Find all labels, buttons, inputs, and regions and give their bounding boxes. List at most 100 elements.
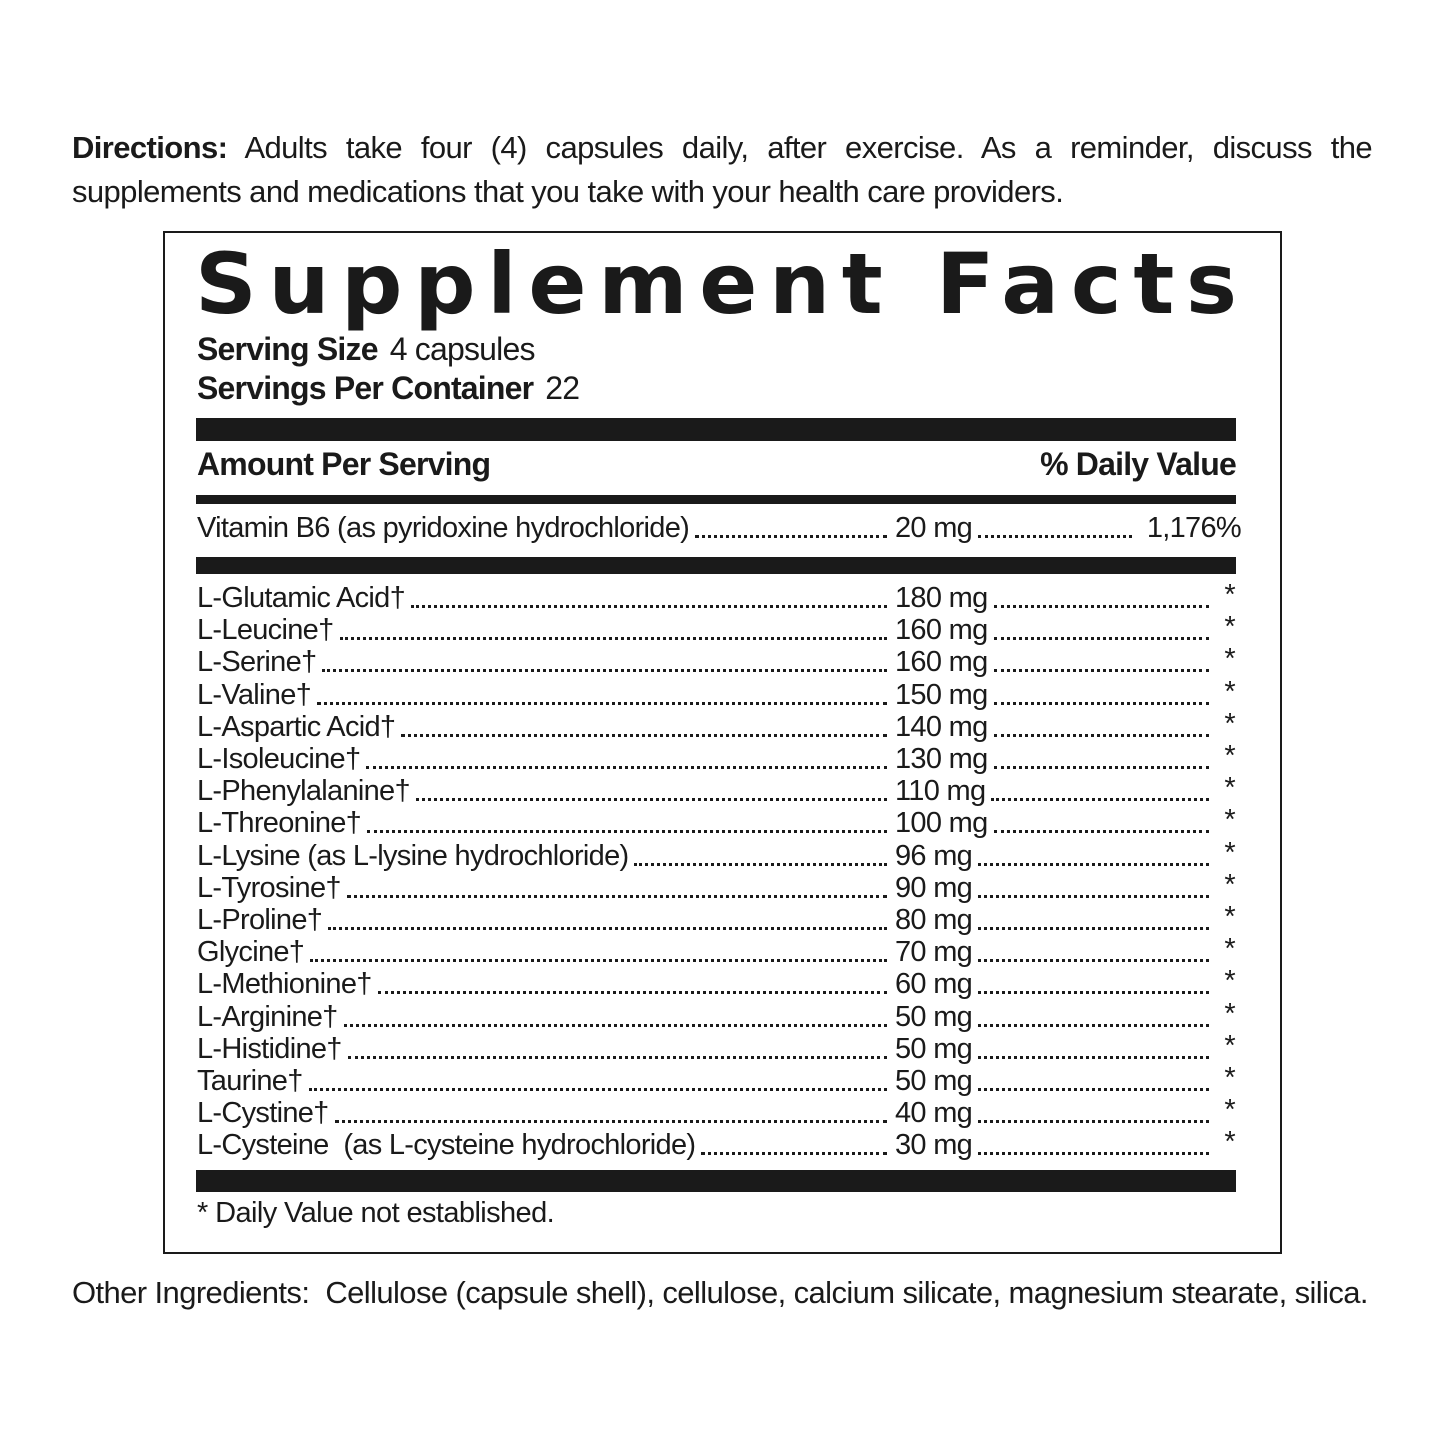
servings-per-container: Servings Per Container 22 [197, 370, 580, 407]
ingredient-row: L-Tyrosine† 90 mg * [197, 868, 1241, 904]
ingredient-name: L-Tyrosine† [197, 871, 342, 904]
ingredient-name: L-Leucine† [197, 614, 334, 647]
ingredient-amount: 96 mg [895, 839, 973, 872]
ingredient-dv: * [1224, 772, 1235, 805]
dot-leader [367, 830, 887, 834]
ingredient-name: L-Proline† [197, 904, 323, 936]
ingredient-name: L-Serine† [197, 646, 317, 679]
dot-leader [993, 701, 1209, 705]
ingredient-name: L-Valine† [197, 678, 312, 711]
supplement-facts-panel [163, 231, 1282, 1254]
dot-leader [401, 733, 887, 737]
ingredient-row: Glycine† 70 mg * [197, 935, 1241, 969]
ingredient-row: Taurine† 50 mg * [197, 1062, 1241, 1098]
serving-size-value: 4 capsules [389, 331, 536, 367]
panel-title: Supplement Facts [195, 235, 1249, 333]
dot-leader [978, 1088, 1209, 1091]
ingredient-amount: 50 mg [895, 1032, 973, 1065]
dot-leader [993, 830, 1209, 834]
ingredient-amount: 150 mg [895, 678, 988, 711]
ingredient-name: L-Cystine† [197, 1097, 329, 1130]
ingredient-dv: * [1224, 868, 1235, 901]
amount-header: Amount Per Serving [197, 446, 491, 482]
ingredient-dv: * [1224, 1094, 1235, 1127]
ingredient-row: L-Cystine† 40 mg * [197, 1094, 1241, 1130]
ingredient-row: L-Proline† 80 mg * [197, 901, 1241, 937]
dot-leader [991, 798, 1209, 802]
ingredient-dv: * [1224, 1062, 1235, 1094]
dot-leader [978, 991, 1209, 995]
ingredient-dv: * [1224, 804, 1235, 837]
vitamin-amount: 20 mg [895, 512, 973, 544]
ingredient-dv: * [1224, 965, 1235, 998]
dot-leader [978, 959, 1209, 963]
ingredient-name: L-Lysine (as L-lysine hydrochloride) [197, 839, 629, 872]
serving-size: Serving Size 4 capsules [197, 331, 536, 368]
dot-leader [411, 605, 887, 608]
vitamin-row: Vitamin B6 (as pyridoxine hydrochloride)… [197, 512, 1242, 544]
dot-leader [366, 766, 887, 769]
ingredient-amount: 50 mg [895, 1000, 973, 1033]
dot-leader [328, 927, 887, 930]
dot-leader [978, 1023, 1209, 1027]
ingredient-dv: * [1224, 901, 1235, 933]
other-ingredients-text: Cellulose (capsule shell), cellulose, ca… [325, 1275, 1368, 1310]
ingredient-row: L-Methionine† 60 mg * [197, 965, 1241, 1001]
dot-leader [993, 766, 1209, 769]
dot-leader [310, 959, 887, 963]
ingredient-name: Taurine† [197, 1065, 303, 1097]
ingredient-name: L-Methionine† [197, 968, 372, 1001]
ingredient-row: L-Phenylalanine† 110 mg * [197, 772, 1241, 808]
ingredient-row: L-Leucine† 160 mg * [197, 613, 1241, 647]
dot-leader [347, 1055, 887, 1059]
directions-label: Directions: [72, 130, 228, 165]
directions: Directions: Adults take four (4) capsule… [72, 126, 1373, 214]
dot-leader [339, 637, 887, 641]
ingredient-amount: 60 mg [895, 968, 973, 1001]
dot-leader [993, 637, 1209, 641]
dot-leader [993, 733, 1209, 737]
ingredient-amount: 160 mg [895, 614, 988, 647]
ingredient-row: L-Valine† 150 mg * [197, 675, 1241, 711]
servings-value: 22 [545, 370, 580, 406]
dot-leader [978, 1055, 1209, 1059]
ingredient-name: L-Histidine† [197, 1032, 342, 1065]
ingredient-name: L-Aspartic Acid† [197, 710, 396, 743]
serving-size-label: Serving Size [197, 331, 379, 367]
divider-thick [196, 557, 1236, 574]
dot-leader [343, 1023, 887, 1027]
ingredient-amount: 90 mg [895, 871, 973, 904]
ingredient-name: L-Glutamic Acid† [197, 582, 406, 614]
ingredient-dv: * [1224, 675, 1235, 708]
ingredient-dv: * [1224, 643, 1235, 676]
other-ingredients: Other Ingredients: Cellulose (capsule sh… [72, 1271, 1372, 1315]
ingredient-row: L-Serine† 160 mg * [197, 643, 1241, 679]
ingredient-name: L-Cysteine (as L-cysteine hydrochloride) [197, 1129, 696, 1162]
ingredient-row: L-Histidine† 50 mg * [197, 1029, 1241, 1065]
ingredient-dv: * [1224, 1029, 1235, 1062]
ingredient-amount: 160 mg [895, 646, 988, 679]
ingredient-row: L-Glutamic Acid† 180 mg * [197, 579, 1241, 615]
ingredient-amount: 30 mg [895, 1129, 973, 1162]
ingredient-amount: 70 mg [895, 936, 973, 969]
dv-header: % Daily Value [1040, 446, 1237, 482]
divider-medium [196, 495, 1236, 504]
divider-thick [196, 418, 1236, 441]
dot-leader [978, 862, 1209, 866]
ingredient-row: L-Aspartic Acid† 140 mg * [197, 707, 1241, 743]
ingredient-amount: 50 mg [895, 1065, 973, 1097]
dot-leader [978, 927, 1209, 930]
vitamin-name: Vitamin B6 (as pyridoxine hydrochloride) [197, 512, 690, 544]
dot-leader [701, 1152, 887, 1156]
ingredient-name: Glycine† [197, 936, 305, 969]
ingredient-dv: * [1224, 579, 1235, 611]
ingredient-dv: * [1224, 707, 1235, 740]
ingredient-row: L-Arginine† 50 mg * [197, 999, 1241, 1033]
ingredient-name: L-Arginine† [197, 1000, 338, 1033]
ingredient-name: L-Isoleucine† [197, 743, 361, 775]
ingredient-name: L-Phenylalanine† [197, 775, 411, 808]
ingredient-amount: 180 mg [895, 582, 988, 614]
dot-leader [317, 701, 887, 705]
ingredient-amount: 110 mg [895, 775, 986, 808]
dot-leader [978, 1120, 1209, 1124]
